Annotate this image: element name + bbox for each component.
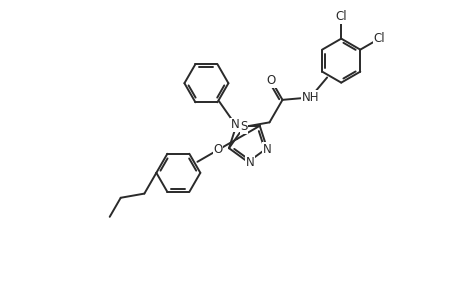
Text: N: N	[230, 118, 239, 131]
Text: O: O	[266, 74, 275, 87]
Text: Cl: Cl	[335, 10, 346, 23]
Text: N: N	[262, 143, 271, 156]
Text: O: O	[213, 143, 222, 156]
Text: Cl: Cl	[373, 32, 384, 45]
Text: NH: NH	[301, 91, 319, 104]
Text: N: N	[245, 155, 254, 169]
Text: S: S	[240, 120, 247, 134]
